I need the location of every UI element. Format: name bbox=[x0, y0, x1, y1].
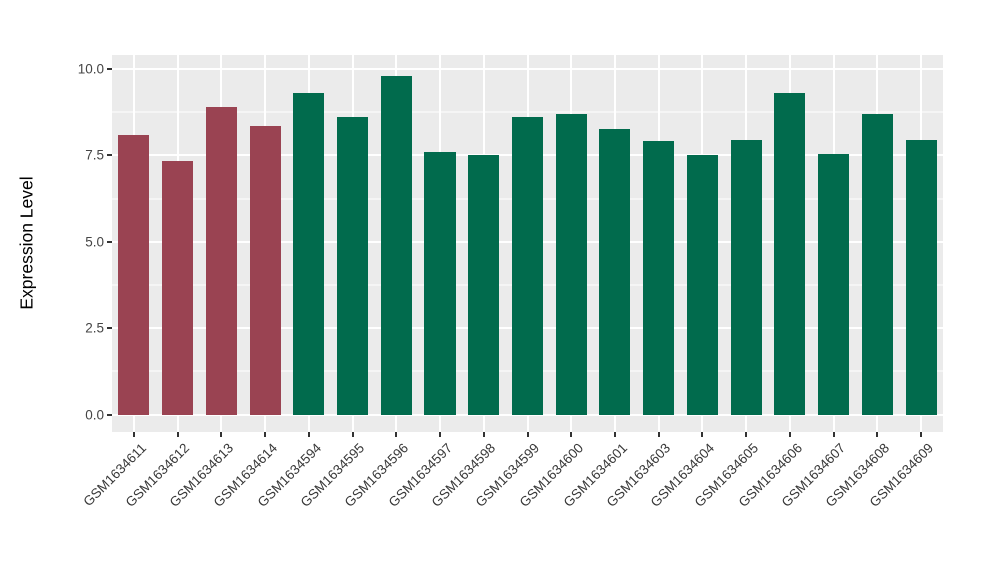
y-axis-tick-label: 2.5 bbox=[85, 320, 104, 336]
bar-GSM1634608 bbox=[861, 113, 893, 415]
y-axis-tick-mark bbox=[107, 154, 112, 157]
x-axis-tick-mark bbox=[526, 432, 529, 437]
x-axis-tick-mark bbox=[832, 432, 835, 437]
plot-panel bbox=[112, 55, 943, 432]
y-axis-tick-mark bbox=[107, 67, 112, 70]
y-axis-tick-mark bbox=[107, 240, 112, 243]
minor-gridline bbox=[112, 111, 943, 113]
y-axis-tick-mark bbox=[107, 327, 112, 330]
y-axis-tick-label: 10.0 bbox=[77, 61, 104, 77]
y-axis-tick-label: 5.0 bbox=[85, 234, 104, 250]
x-axis-tick-mark bbox=[482, 432, 485, 437]
bar-GSM1634598 bbox=[468, 155, 500, 415]
x-axis-tick-mark bbox=[439, 432, 442, 437]
x-axis-tick-mark bbox=[264, 432, 267, 437]
bar-GSM1634595 bbox=[337, 117, 369, 415]
bar-GSM1634603 bbox=[643, 141, 675, 415]
x-axis-tick-mark bbox=[570, 432, 573, 437]
bar-GSM1634607 bbox=[818, 153, 850, 415]
bar-GSM1634609 bbox=[905, 139, 937, 415]
bar-GSM1634606 bbox=[774, 93, 806, 415]
x-axis-tick-mark bbox=[176, 432, 179, 437]
y-axis-tick-label: 0.0 bbox=[85, 406, 104, 422]
x-axis-tick-mark bbox=[701, 432, 704, 437]
major-gridline bbox=[112, 67, 943, 70]
y-axis-title: Expression Level bbox=[16, 176, 37, 310]
x-axis-tick-mark bbox=[351, 432, 354, 437]
bar-GSM1634600 bbox=[555, 113, 587, 415]
x-axis-tick-mark bbox=[788, 432, 791, 437]
x-axis-tick-mark bbox=[395, 432, 398, 437]
y-axis-tick-label: 7.5 bbox=[85, 147, 104, 163]
x-axis-tick-mark bbox=[745, 432, 748, 437]
y-axis-tick-mark bbox=[107, 413, 112, 416]
bar-GSM1634613 bbox=[205, 106, 237, 415]
bar-GSM1634605 bbox=[730, 139, 762, 415]
bar-GSM1634601 bbox=[599, 129, 631, 415]
x-axis-tick-mark bbox=[220, 432, 223, 437]
bar-GSM1634594 bbox=[293, 93, 325, 415]
x-axis-tick-mark bbox=[307, 432, 310, 437]
bar-GSM1634614 bbox=[249, 125, 281, 415]
bar-GSM1634611 bbox=[118, 134, 150, 415]
x-axis-tick-mark bbox=[876, 432, 879, 437]
major-gridline bbox=[112, 413, 943, 416]
bar-GSM1634612 bbox=[162, 160, 194, 415]
x-axis-tick-mark bbox=[132, 432, 135, 437]
x-axis-tick-mark bbox=[920, 432, 923, 437]
bar-GSM1634596 bbox=[380, 75, 412, 415]
bar-GSM1634597 bbox=[424, 151, 456, 415]
bar-GSM1634599 bbox=[511, 117, 544, 415]
bar-GSM1634604 bbox=[686, 155, 718, 415]
x-axis-tick-mark bbox=[613, 432, 616, 437]
x-axis-tick-mark bbox=[657, 432, 660, 437]
